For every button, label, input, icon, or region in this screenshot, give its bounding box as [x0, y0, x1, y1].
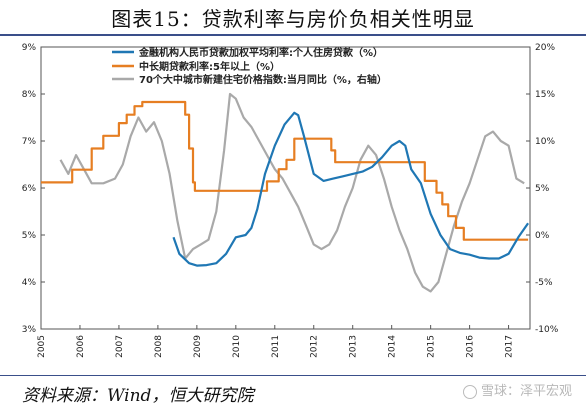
- x-tick-label: 2009: [193, 335, 203, 358]
- right-tick-label: 0%: [535, 231, 550, 241]
- left-axis: 3% 4% 5% 6% 7% 8% 9%: [22, 43, 45, 335]
- right-tick-label: -5%: [535, 278, 553, 288]
- right-tick-label: 20%: [535, 43, 555, 53]
- legend-label-3: 70个大中城市新建住宅价格指数:当月同比（%，右轴）: [139, 73, 387, 86]
- x-axis: 2005 2006 2007 2008 2009 2010 2011 2012 2013 2014…: [37, 325, 515, 358]
- left-tick-label: 5%: [22, 231, 37, 241]
- series-layer: [41, 92, 530, 293]
- x-tick-label: 2006: [76, 335, 86, 358]
- x-tick-label: 2013: [349, 335, 359, 358]
- x-tick-label: 2012: [310, 335, 320, 358]
- x-tick-label: 2010: [232, 335, 242, 358]
- source-note: 资料来源：Wind，恒大研究院: [22, 386, 254, 406]
- watermark-text: 雪球：泽平宏观: [480, 384, 572, 399]
- left-tick-label: 4%: [22, 278, 37, 288]
- series-line-1: [172, 111, 530, 267]
- title-bar: 图表15：贷款利率与房价负相关性明显: [0, 0, 586, 36]
- x-tick-label: 2008: [154, 335, 164, 358]
- left-tick-label: 3%: [22, 325, 37, 335]
- x-tick-label: 2005: [37, 335, 47, 358]
- x-tick-label: 2007: [115, 335, 125, 358]
- x-tick-label: 2011: [271, 335, 281, 358]
- legend: 金融机构人民币贷款加权平均利率:个人住房贷款（%）中长期贷款利率:5年以上（%）…: [112, 46, 387, 86]
- x-tick-label: 2014: [388, 335, 398, 358]
- chart-title: 图表15：贷款利率与房价负相关性明显: [111, 7, 475, 31]
- x-tick-label: 2015: [427, 335, 437, 358]
- plot-area-frame: [40, 46, 531, 330]
- right-axis: -10% -5% 0% 5% 10% 15% 20%: [526, 43, 559, 335]
- right-tick-label: 15%: [535, 90, 555, 100]
- source-bar: 资料来源：Wind，恒大研究院 雪球：泽平宏观: [0, 375, 586, 416]
- legend-label-1: 金融机构人民币贷款加权平均利率:个人住房贷款（%）: [138, 46, 383, 59]
- watermark: 雪球：泽平宏观: [462, 380, 572, 399]
- right-tick-label: -10%: [535, 325, 559, 335]
- line-chart: 3% 4% 5% 6% 7% 8% 9% -10% -5% 0% 5% 10% 15% 20% 2005…: [22, 43, 559, 358]
- x-tick-label: 2017: [505, 335, 515, 358]
- series-line-2: [41, 100, 529, 241]
- left-tick-label: 8%: [22, 90, 37, 100]
- right-tick-label: 10%: [535, 137, 555, 147]
- left-tick-label: 6%: [22, 184, 37, 194]
- left-tick-label: 9%: [22, 43, 37, 53]
- left-tick-label: 7%: [22, 137, 37, 147]
- snowball-icon: [462, 384, 477, 399]
- x-tick-label: 2016: [466, 335, 476, 358]
- legend-label-2: 中长期贷款利率:5年以上（%）: [139, 60, 280, 73]
- right-tick-label: 5%: [535, 184, 550, 194]
- series-line-3: [59, 92, 525, 293]
